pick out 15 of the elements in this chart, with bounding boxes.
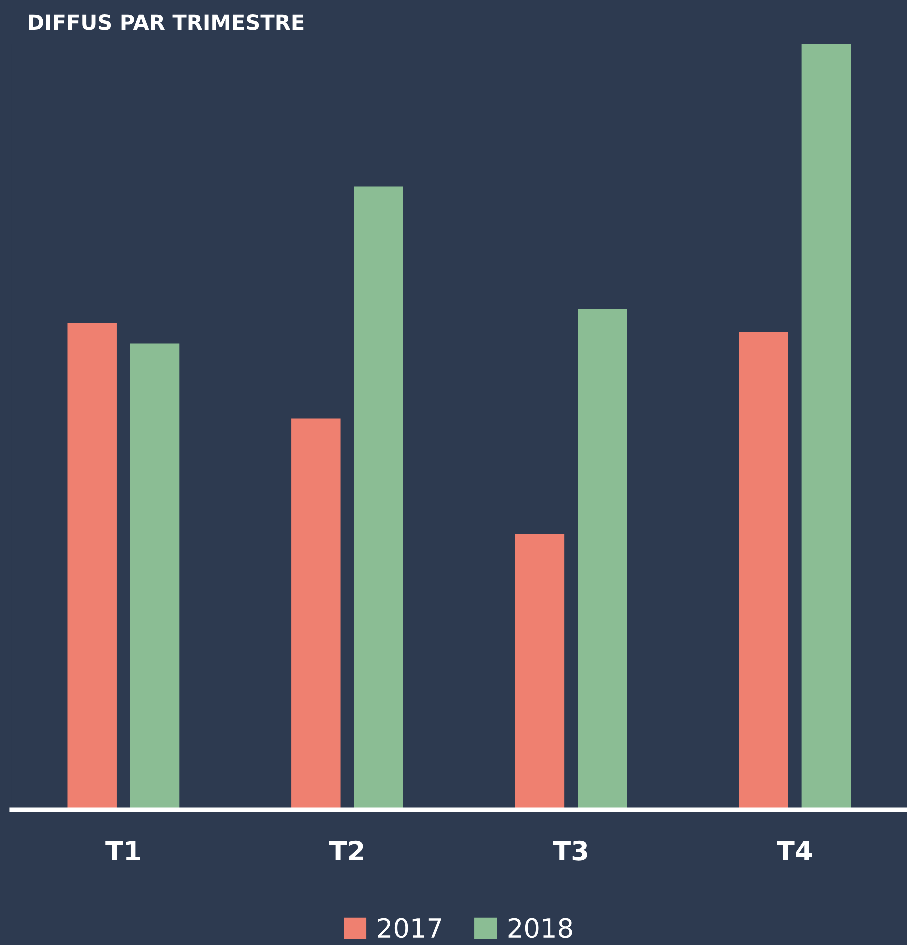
chart-title: DIFFUS PAR TRIMESTRE bbox=[29, 14, 304, 30]
bar bbox=[354, 186, 404, 810]
bar bbox=[578, 309, 628, 810]
x-tick-label: T4 bbox=[777, 841, 812, 860]
bar bbox=[130, 344, 180, 810]
bar bbox=[292, 418, 341, 810]
bar bbox=[739, 332, 788, 810]
bar bbox=[68, 323, 117, 810]
legend-label: 2018 bbox=[508, 918, 572, 938]
bar bbox=[802, 44, 852, 810]
bar bbox=[515, 534, 565, 810]
x-tick-label: T1 bbox=[106, 841, 140, 860]
legend-label: 2017 bbox=[378, 918, 442, 938]
x-tick-label: T2 bbox=[329, 840, 364, 860]
x-tick-label: T3 bbox=[553, 840, 588, 861]
